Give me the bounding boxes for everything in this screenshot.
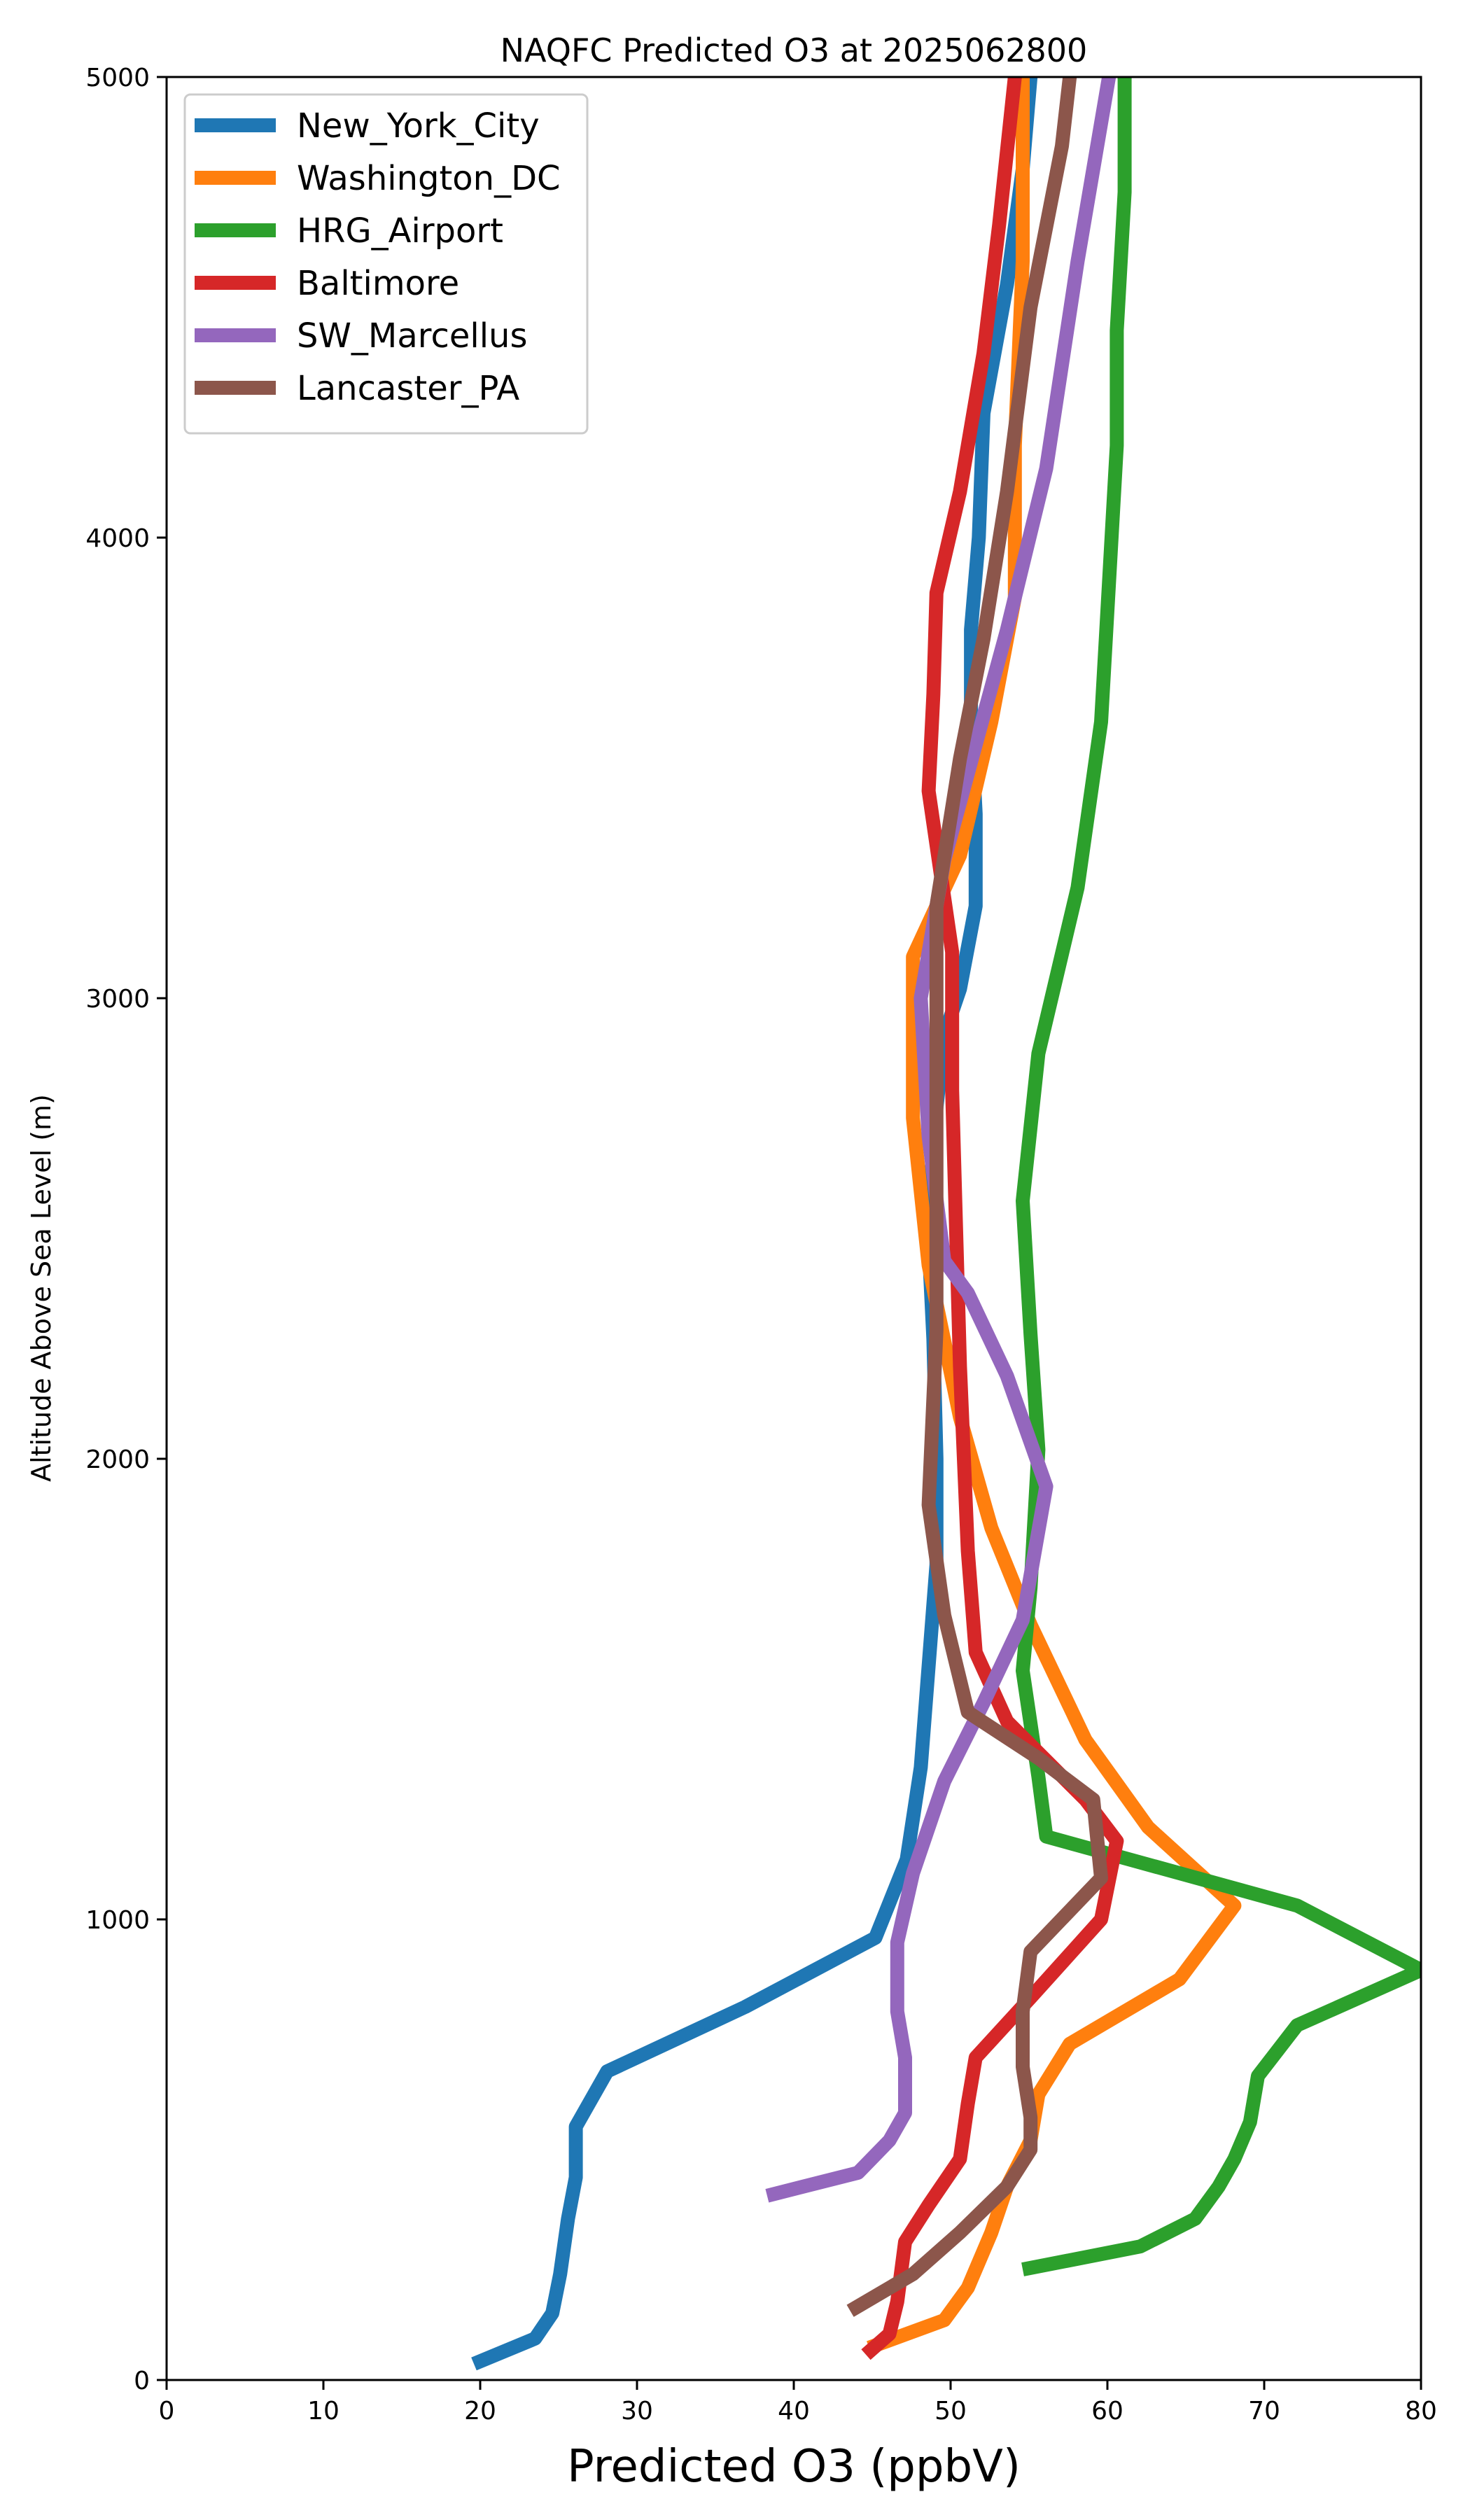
series-line-Lancaster_PA (846, 77, 1108, 2317)
x-tick-label: 70 (1248, 2397, 1280, 2426)
x-tick-label: 60 (1091, 2397, 1124, 2426)
legend-label: Washington_DC (297, 159, 561, 198)
x-axis-label: Predicted O3 (ppbV) (567, 2441, 1021, 2493)
x-tick-label: 30 (621, 2397, 653, 2426)
y-tick-label: 1000 (85, 1906, 150, 1935)
x-tick-label: 80 (1405, 2397, 1437, 2426)
legend-label: New_York_City (297, 106, 540, 146)
series-line-HRG_Airport (1016, 77, 1421, 2276)
y-tick-label: 5000 (85, 64, 150, 92)
x-tick-label: 40 (778, 2397, 810, 2426)
legend-label: Baltimore (297, 264, 459, 303)
series-line-SW_Marcellus (765, 77, 1116, 2203)
y-tick-label: 0 (134, 2367, 150, 2395)
legend-label: HRG_Airport (297, 211, 503, 251)
y-axis-label: Altitude Above Sea Level (m) (26, 1094, 57, 1482)
legend-label: Lancaster_PA (297, 369, 519, 408)
x-tick-label: 10 (307, 2397, 340, 2426)
x-tick-label: 20 (464, 2397, 496, 2426)
x-tick-label: 50 (934, 2397, 967, 2426)
legend-label: SW_Marcellus (297, 316, 527, 356)
x-tick-label: 0 (159, 2397, 175, 2426)
y-tick-label: 2000 (85, 1446, 150, 1474)
y-tick-label: 4000 (85, 524, 150, 553)
series-line-Baltimore (861, 77, 1124, 2360)
axes: 0 10 20 30 40 50 60 70 80 0 1000 2000 3000 4000 5000 (85, 64, 1437, 2426)
y-tick-label: 3000 (85, 985, 150, 1014)
plot-area (471, 77, 1421, 2371)
legend: New_York_City Washington_DC HRG_Airport Bal… (183, 93, 589, 435)
legend-box (183, 93, 589, 435)
chart-title: NAQFC Predicted O3 at 2025062800 (500, 31, 1088, 69)
